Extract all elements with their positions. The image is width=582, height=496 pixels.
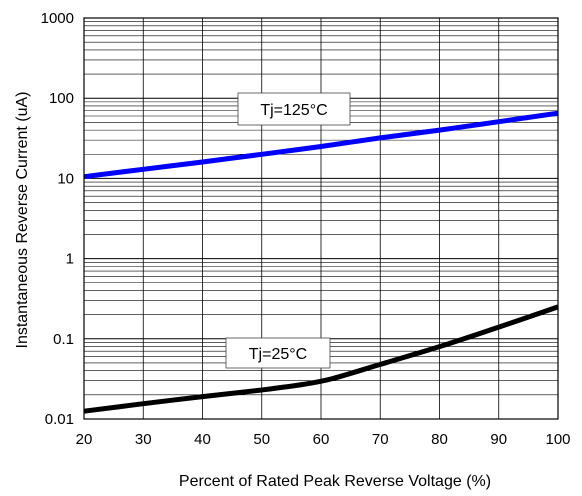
y-tick-label: 0.01 [45,411,74,428]
x-tick-label: 90 [490,431,507,448]
annotations: Tj=125°C Tj=25°C [225,92,351,369]
x-tick-label: 20 [76,431,93,448]
annotation-box [225,337,331,369]
axes [83,17,559,420]
x-tick-label: 100 [545,431,570,448]
y-tick-label: 1000 [41,10,74,27]
x-tick-label: 80 [431,431,448,448]
series-line-tj125 [83,110,559,180]
x-axis-title: Percent of Rated Peak Reverse Voltage (%… [179,473,491,490]
x-tick-label: 30 [135,431,152,448]
y-tick-label: 100 [49,90,74,107]
y-tick-label: 1 [66,251,74,268]
tick-labels: 20 30 40 50 60 70 80 90 100 0.01 0.1 1 10 100 1000 [41,10,571,448]
plot-frame [83,17,559,420]
annotation-box [237,92,351,126]
series-line-tj25 [83,304,559,414]
annotation-label: Tj=25°C [249,346,307,363]
y-axis-title: Instantaneous Reverse Current (uA) [14,91,31,348]
y-tick-label: 0.1 [53,331,74,348]
x-tick-label: 50 [253,431,270,448]
annotation-label: Tj=125°C [260,102,327,119]
x-tick-label: 40 [194,431,211,448]
y-tick-label: 10 [57,170,74,187]
series-lines [83,110,559,414]
x-tick-label: 70 [372,431,389,448]
x-tick-label: 60 [313,431,330,448]
